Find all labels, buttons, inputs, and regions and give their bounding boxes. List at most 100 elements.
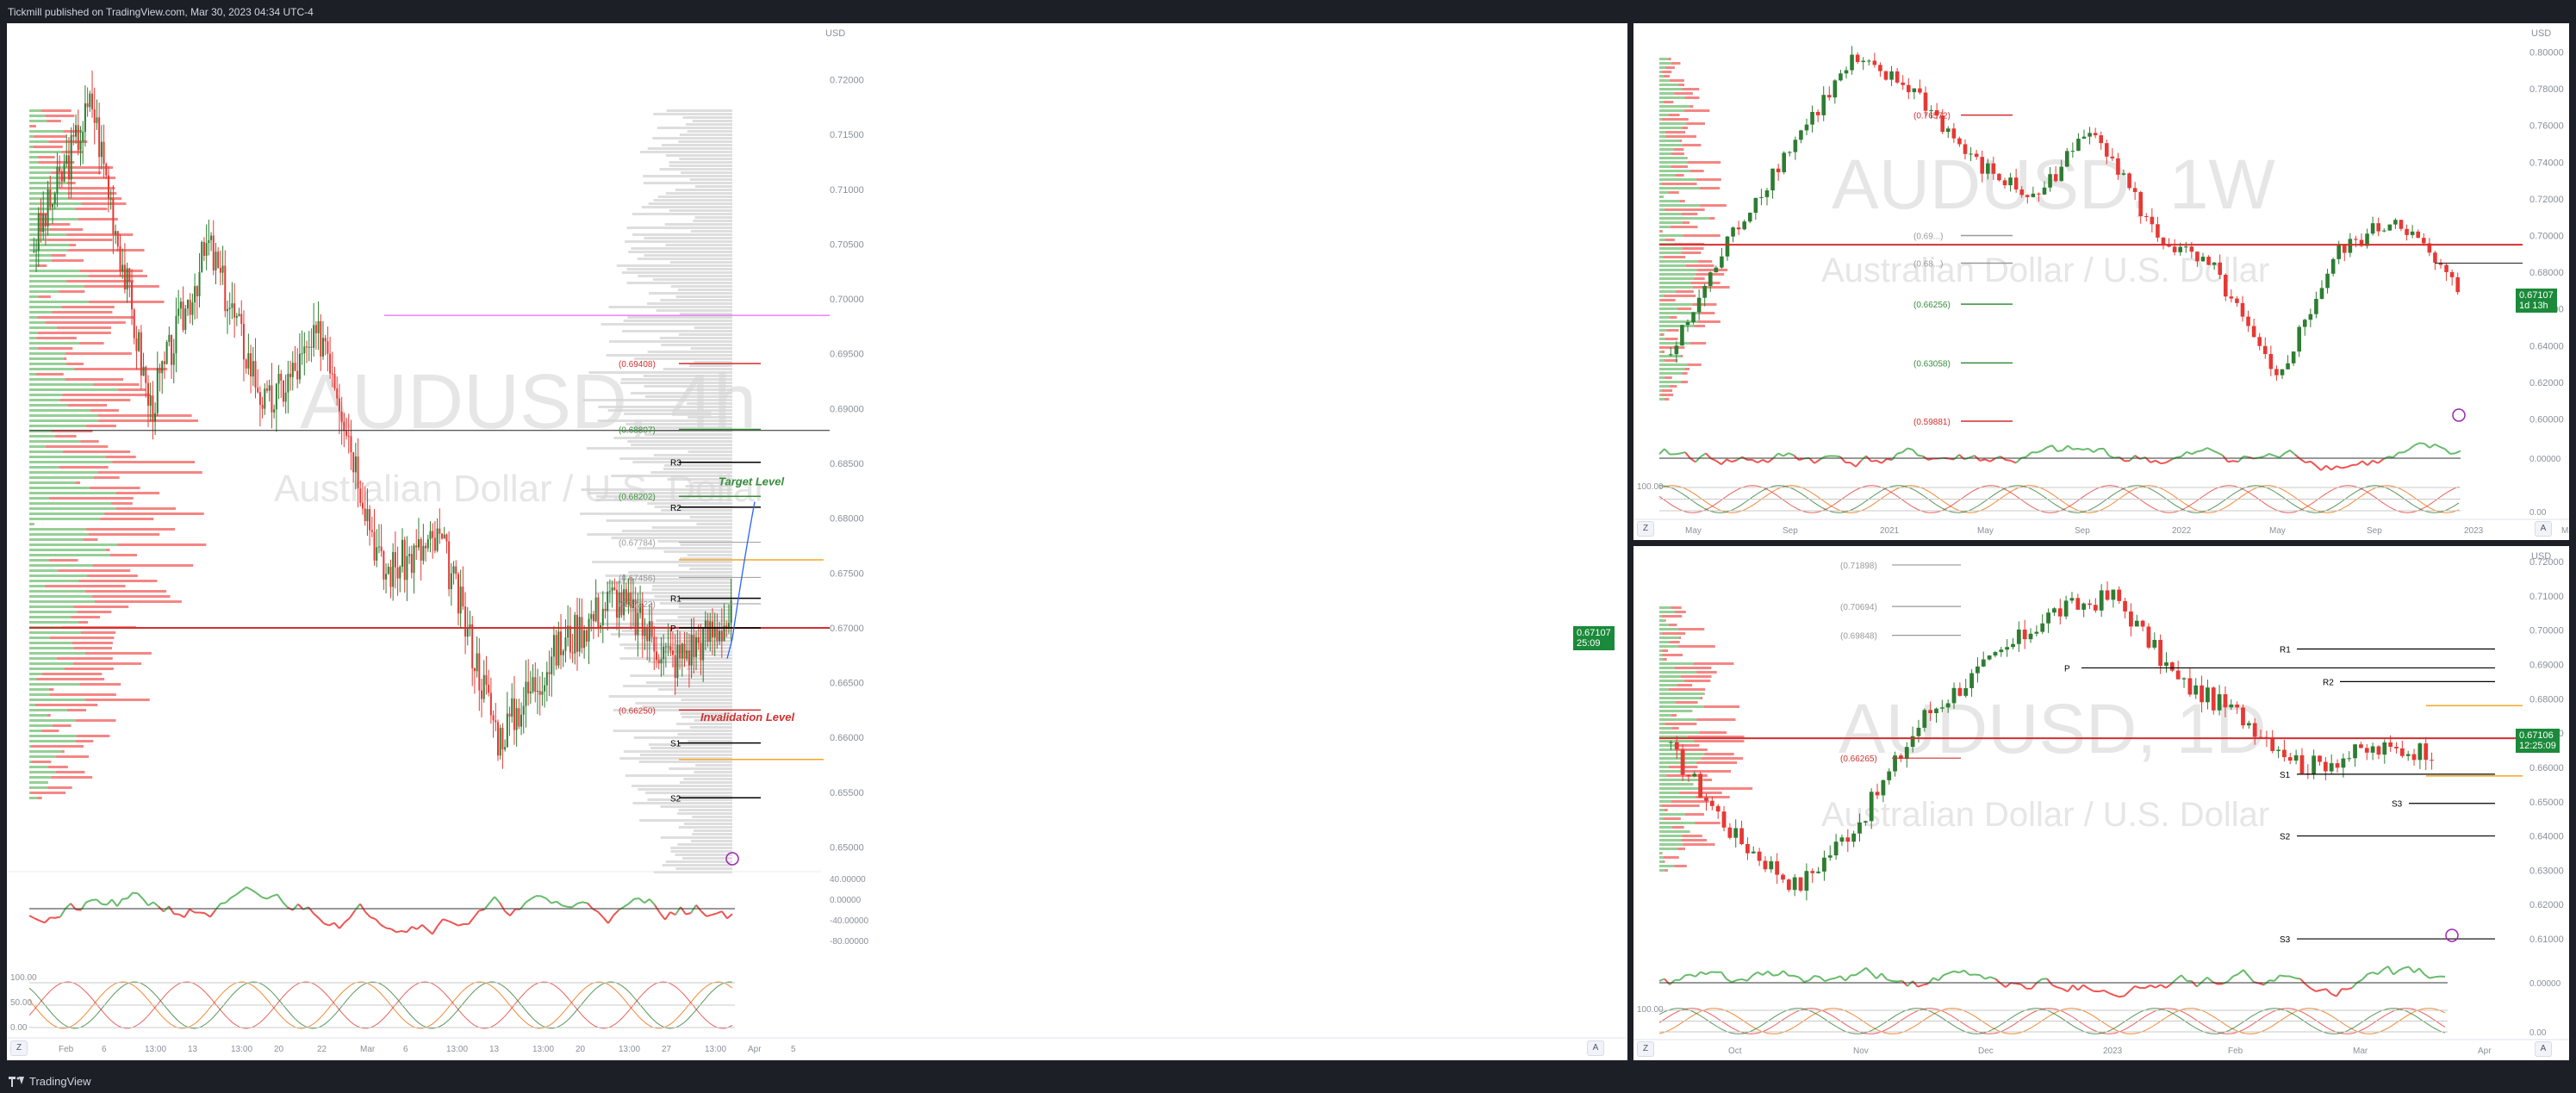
main-bg	[7, 23, 1627, 1060]
main-candle-body	[171, 334, 173, 365]
main-candle-body	[128, 268, 131, 283]
daily-osc-seg	[2367, 972, 2374, 975]
daily-candle-body	[1999, 649, 2004, 653]
weekly-candle-body	[1821, 95, 1826, 115]
daily-chart-pane[interactable]: USD AUDUSD, 1D Australian Dollar / U.S. Do…	[1633, 546, 2569, 1060]
main-vp-sell	[67, 249, 145, 252]
main-candle-body	[116, 231, 119, 246]
main-level-label: (0.67456)	[619, 574, 656, 583]
main-osc-seg	[390, 928, 397, 934]
main-osc-seg	[426, 928, 433, 935]
main-osc-seg	[706, 914, 712, 917]
main-chart-pane[interactable]: USD AUDUSD, 4h Australian Dollar / U.S. Do…	[7, 23, 1627, 1060]
main-vp-buy	[29, 115, 46, 117]
weekly-price-timer: 1d 13h	[2519, 301, 2548, 311]
main-osc-seg	[457, 922, 464, 927]
daily-vp-buy	[1659, 860, 1664, 863]
weekly-vp-sell	[1675, 174, 1684, 177]
main-candle-body	[482, 674, 485, 699]
weekly-candle-body	[1764, 190, 1770, 197]
main-osc-seg	[271, 893, 278, 897]
daily-price-badge: 0.67106 12:25:09	[2516, 729, 2560, 753]
daily-osc-seg	[2056, 986, 2063, 991]
weekly-vp-buy	[1659, 183, 1662, 185]
main-vp-buy	[29, 197, 70, 200]
main-vp-buy	[29, 704, 35, 706]
weekly-vp-buy	[1659, 234, 1683, 237]
weekly-osc-seg	[2455, 450, 2461, 455]
main-vp-buy	[29, 109, 41, 112]
daily-vp-buy	[1659, 731, 1700, 734]
daily-zoom-button[interactable]: Z	[1637, 1041, 1654, 1057]
main-candle-body	[282, 380, 284, 402]
main-osc-seg	[726, 913, 733, 920]
weekly-osc-seg	[2413, 442, 2420, 447]
daily-auto-scale-button[interactable]: A	[2535, 1041, 2552, 1057]
main-vp-gray	[644, 254, 732, 257]
weekly-candle-body	[2393, 220, 2398, 225]
weekly-candle-body	[1866, 60, 1871, 62]
daily-osc-seg	[2191, 980, 2198, 988]
weekly-candle-body	[2387, 224, 2392, 231]
main-candle-body	[133, 309, 135, 338]
daily-candle-body	[2181, 678, 2187, 680]
weekly-vp-buy	[1659, 213, 1682, 215]
daily-osc-seg	[1658, 978, 1665, 982]
main-vp-gray	[644, 237, 732, 239]
main-osc-seg	[607, 915, 614, 924]
main-vp-gray	[649, 743, 732, 746]
weekly-osc-seg	[2088, 447, 2094, 453]
weekly-candle-body	[2104, 143, 2109, 157]
main-vp-gray	[619, 578, 732, 581]
main-candle-body	[719, 630, 721, 642]
main-vp-buy	[29, 135, 34, 138]
weekly-chart-pane[interactable]: USD AUDUSD, 1W Australian Dollar / U.S. Do…	[1633, 23, 2569, 540]
weekly-candle-body	[2138, 191, 2144, 217]
main-vp-gray	[687, 130, 732, 133]
tradingview-logo[interactable]: TradingView	[9, 1075, 91, 1088]
main-vp-buy	[29, 125, 30, 127]
weekly-vp-sell	[1699, 312, 1715, 314]
main-vp-gray	[690, 347, 732, 350]
main-auto-scale-button[interactable]: A	[1587, 1040, 1604, 1056]
weekly-price-tick: 0.80000	[2529, 48, 2564, 59]
weekly-zoom-button[interactable]: Z	[1637, 521, 1654, 537]
main-candle-body	[289, 373, 292, 377]
daily-candle-body	[1969, 673, 1974, 688]
main-vp-sell	[105, 456, 136, 458]
main-candle-body	[291, 363, 294, 377]
main-candle-body	[588, 618, 590, 642]
main-vp-buy	[29, 497, 49, 500]
main-candle-body	[522, 705, 525, 715]
daily-vp-sell	[1696, 761, 1738, 764]
weekly-osc-seg	[1700, 452, 1707, 458]
weekly-candle-body	[1753, 197, 1758, 214]
main-vp-gray	[677, 616, 732, 618]
weekly-auto-scale-button[interactable]: A	[2535, 521, 2552, 537]
weekly-vp-buy	[1659, 165, 1671, 168]
daily-candle-body	[2158, 639, 2163, 667]
main-candle-body	[194, 286, 196, 303]
daily-vp-sell	[1661, 615, 1683, 618]
main-osc-seg	[344, 916, 351, 923]
main-vp-buy	[29, 652, 85, 655]
main-osc-seg	[582, 901, 588, 904]
weekly-osc-seg	[2036, 450, 2043, 454]
daily-candle-body	[2399, 748, 2405, 756]
daily-vp-buy	[1659, 736, 1688, 738]
main-vp-sell	[110, 502, 133, 505]
weekly-price-tick: 0.76000	[2529, 121, 2564, 132]
main-candle-body	[613, 587, 616, 590]
daily-osc-seg	[2377, 968, 2384, 975]
weekly-candle-body	[2081, 136, 2087, 140]
daily-vp-sell	[1704, 753, 1734, 755]
main-candle-body	[35, 251, 38, 252]
main-candle-body	[343, 421, 345, 432]
daily-osc-seg	[2108, 992, 2115, 997]
main-zoom-button[interactable]: Z	[10, 1040, 28, 1056]
main-vp-gray	[606, 354, 732, 357]
main-osc-seg	[442, 918, 449, 922]
main-candle-body	[515, 708, 518, 730]
weekly-candle-body	[1883, 71, 1888, 80]
main-vp-gray	[675, 867, 732, 870]
